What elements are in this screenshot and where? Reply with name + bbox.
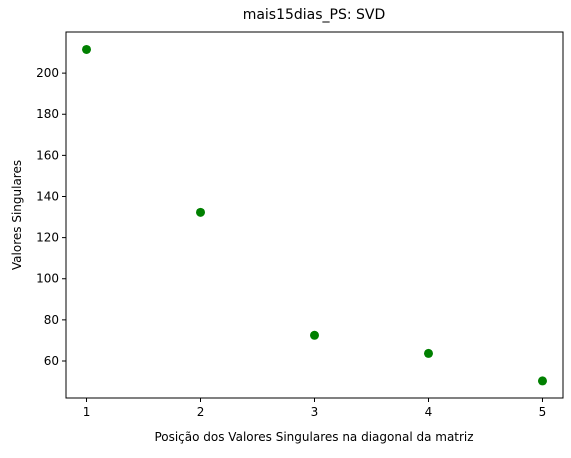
- x-tick-label: 3: [311, 405, 319, 419]
- data-points: [82, 44, 547, 386]
- plot-area: [65, 31, 564, 399]
- x-axis: 1 2 3 4 5: [83, 398, 547, 419]
- y-axis-label: Valores Singulares: [10, 160, 24, 270]
- y-tick-label: 100: [36, 272, 59, 286]
- x-tick-label: 5: [539, 405, 547, 419]
- data-point: [196, 207, 206, 217]
- axes-frame: [65, 31, 564, 399]
- x-tick-label: 2: [197, 405, 205, 419]
- y-tick-label: 60: [44, 354, 59, 368]
- data-point: [82, 44, 92, 54]
- y-axis: 60 80 100 120 140 160 180 200: [36, 66, 66, 368]
- data-point: [537, 376, 547, 386]
- y-tick-label: 160: [36, 148, 59, 162]
- y-tick-label: 200: [36, 66, 59, 80]
- x-tick-label: 1: [83, 405, 91, 419]
- y-tick-label: 140: [36, 189, 59, 203]
- y-tick-label: 120: [36, 231, 59, 245]
- x-tick-label: 4: [425, 405, 433, 419]
- y-tick-label: 80: [44, 313, 59, 327]
- chart-title: mais15dias_PS: SVD: [243, 7, 386, 23]
- y-tick-label: 180: [36, 107, 59, 121]
- data-point: [310, 330, 319, 340]
- data-point: [423, 348, 433, 358]
- x-axis-label: Posição dos Valores Singulares na diagon…: [154, 430, 473, 444]
